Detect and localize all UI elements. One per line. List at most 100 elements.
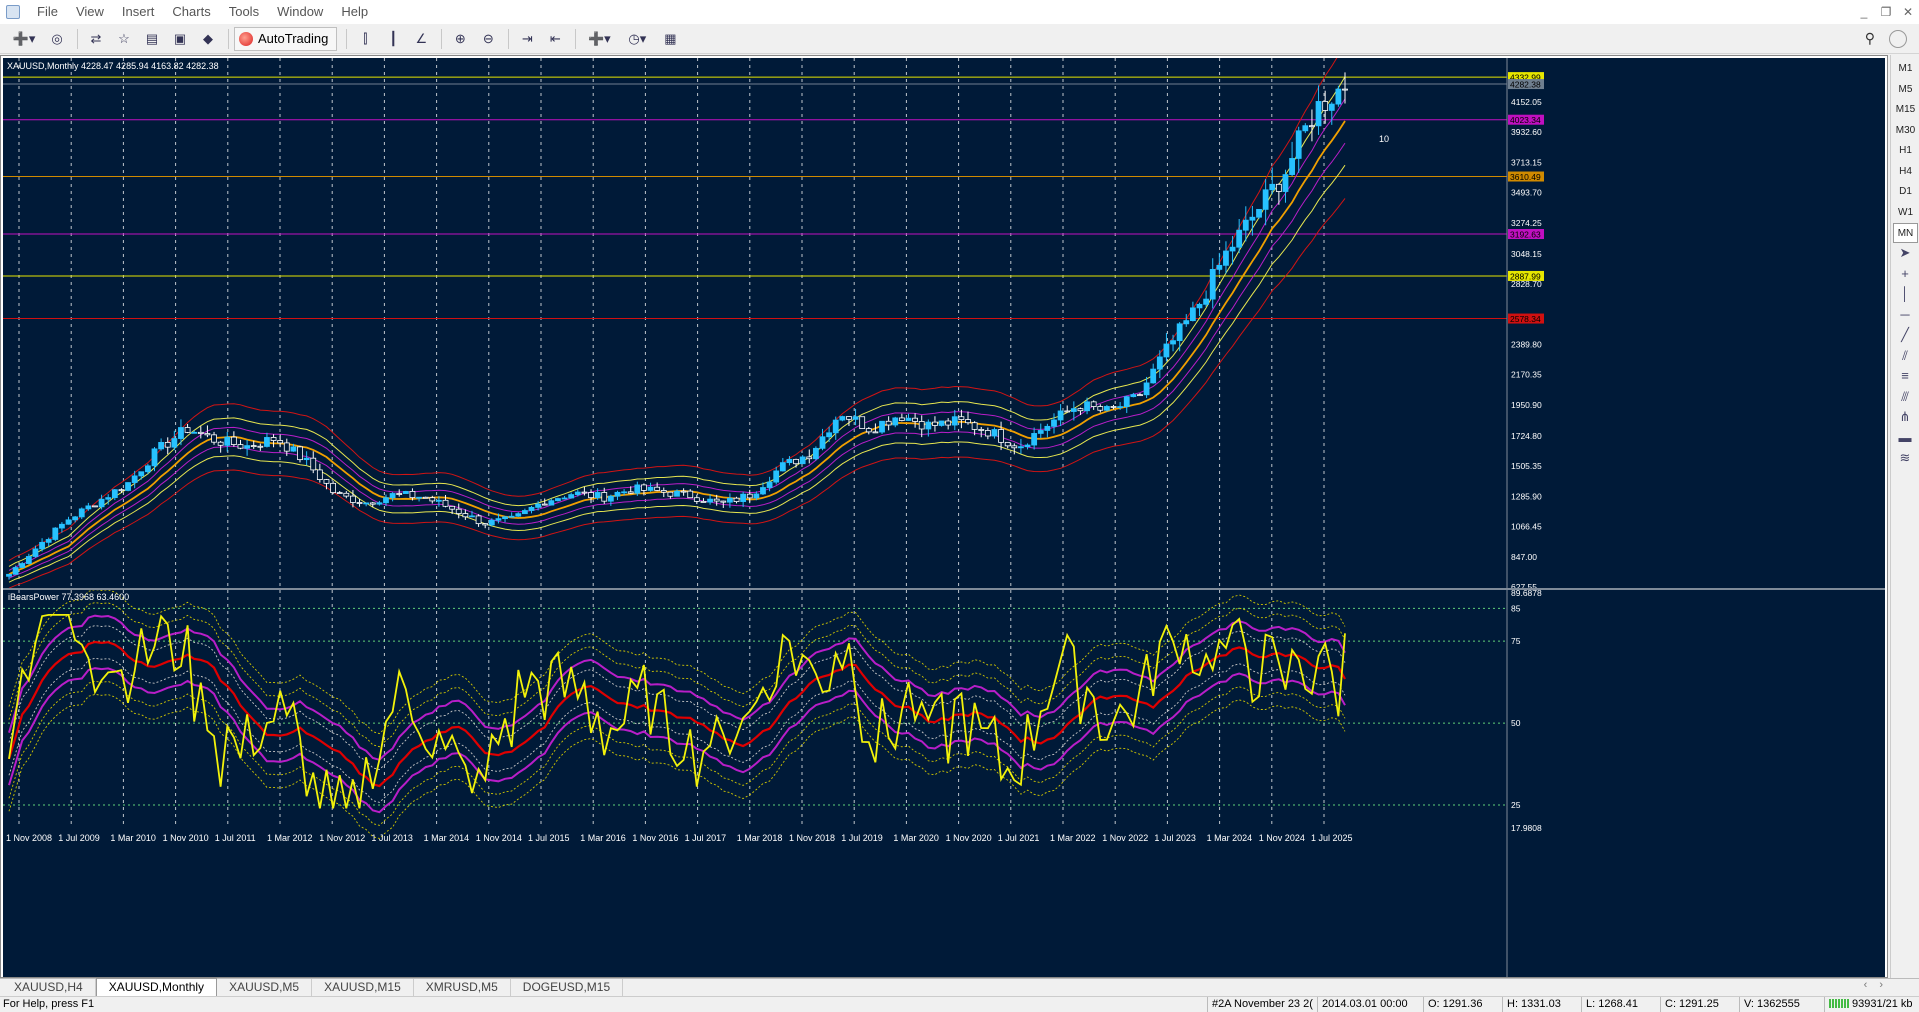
bull-candle xyxy=(1123,396,1130,407)
tab-xauusd-m5[interactable]: XAUUSD,M5 xyxy=(217,979,313,996)
status-close: C: 1291.25 xyxy=(1660,997,1719,1012)
bear-candle xyxy=(693,497,700,502)
time-tick-label: 1 Mar 2018 xyxy=(737,833,783,843)
bear-candle xyxy=(932,421,938,426)
cursor-icon[interactable]: ➤ xyxy=(1899,245,1911,260)
line-chart-icon[interactable]: ∠ xyxy=(415,30,428,46)
bull-candle xyxy=(548,500,555,506)
side-label: 10 xyxy=(1379,134,1389,144)
bull-candle xyxy=(607,495,614,502)
periods-icon[interactable]: ◷▾ xyxy=(628,30,647,46)
indicators-icon[interactable]: ➕▾ xyxy=(587,30,611,46)
status-traffic-value: 93931/21 kb xyxy=(1852,998,1913,1010)
menu-tools[interactable]: Tools xyxy=(228,4,260,19)
period-d1[interactable]: D1 xyxy=(1899,186,1912,197)
bull-candle xyxy=(138,471,145,477)
bear-candle xyxy=(998,429,1004,443)
period-w1[interactable]: W1 xyxy=(1898,206,1913,218)
price-envelopes xyxy=(8,58,1346,589)
autoscroll-icon[interactable]: ⇥ xyxy=(521,30,533,46)
zoom-out-icon[interactable]: ⊖ xyxy=(482,30,494,46)
rectangle-icon[interactable]: ▬ xyxy=(1898,429,1912,445)
channel-icon[interactable]: ⫽ xyxy=(1902,347,1908,363)
time-tick-label: 1 Nov 2008 xyxy=(6,833,52,843)
bull-candle xyxy=(521,510,528,515)
bull-candle xyxy=(508,515,515,518)
candlestick-icon[interactable]: ┃ xyxy=(389,30,398,46)
crosshair-icon[interactable]: + xyxy=(1901,265,1909,281)
menu-charts[interactable]: Charts xyxy=(172,4,211,19)
restore-icon[interactable]: ❐ xyxy=(1880,5,1892,19)
bull-candle xyxy=(1269,183,1276,191)
terminal-icon[interactable]: ▣ xyxy=(173,30,187,46)
horizontal-line-icon[interactable]: ─ xyxy=(1900,306,1910,322)
close-icon[interactable]: ✕ xyxy=(1902,5,1914,19)
tab-xauusd-m15[interactable]: XAUUSD,M15 xyxy=(312,979,414,996)
menu-window[interactable]: Window xyxy=(277,4,324,19)
period-m5[interactable]: M5 xyxy=(1898,83,1913,95)
vertical-line-icon[interactable]: │ xyxy=(1900,286,1910,301)
period-h1[interactable]: H1 xyxy=(1899,145,1912,156)
bull-candle xyxy=(72,516,79,521)
new-chart-icon[interactable]: ➕▾ xyxy=(12,30,36,46)
menu-help[interactable]: Help xyxy=(341,4,369,19)
bull-candle xyxy=(528,506,535,511)
bear-candle xyxy=(429,497,436,502)
period-m1[interactable]: M1 xyxy=(1898,63,1913,74)
bull-candle xyxy=(753,493,760,499)
minimize-icon[interactable]: _ xyxy=(1860,5,1868,19)
bear-candle xyxy=(297,446,303,461)
text-icon[interactable]: ≋ xyxy=(1899,450,1911,465)
bull-candle xyxy=(1209,268,1216,300)
bull-candle xyxy=(191,431,198,434)
bull-candle xyxy=(1328,103,1335,111)
envelope-line xyxy=(8,98,1346,571)
zoom-in-icon[interactable]: ⊕ xyxy=(454,30,466,46)
navigator-icon[interactable]: ▤ xyxy=(145,30,159,46)
chart-window[interactable]: 4332.99 4282.38 4023.34 3610.49 3192.63 2887.… xyxy=(0,55,1888,978)
bear-candle xyxy=(806,456,813,460)
market-watch-icon[interactable]: ⇄ xyxy=(90,30,102,46)
period-m15[interactable]: M15 xyxy=(1895,104,1916,115)
bull-candle xyxy=(502,516,508,520)
tab-scroll-arrows[interactable]: ‹› xyxy=(1863,979,1895,991)
templates-icon[interactable]: ▦ xyxy=(664,30,677,46)
bull-candle xyxy=(303,457,310,461)
community-icon[interactable] xyxy=(1889,30,1907,48)
search-icon[interactable]: ⚲ xyxy=(1864,30,1875,46)
autotrading-button[interactable]: AutoTrading xyxy=(234,26,338,51)
gann-icon[interactable]: ⫻ xyxy=(1901,388,1909,404)
time-axis: 1 Nov 2008 1 Jul 2009 1 Mar 2010 1 Nov 2010… xyxy=(6,833,1353,843)
bar-chart-icon[interactable]: ⫿ xyxy=(363,30,368,46)
price-level-tag xyxy=(1508,229,1544,240)
toolbar-separator xyxy=(508,28,510,49)
bear-candle xyxy=(846,416,852,420)
menu-file[interactable]: File xyxy=(37,4,58,19)
period-h4[interactable]: H4 xyxy=(1899,165,1912,177)
chart-shift-icon[interactable]: ⇤ xyxy=(549,30,561,46)
trendline-icon[interactable]: ╱ xyxy=(1901,327,1909,342)
bull-candle xyxy=(224,436,231,446)
period-m30[interactable]: M30 xyxy=(1895,124,1916,136)
period-toolbar: M1 M5 M15 M30 H1 H4 D1 W1 MN ➤ + │ ─ ╱ ⫽ ≡ ⫻ ⋔ ▬ ≋ xyxy=(1890,55,1919,978)
fibonacci-icon[interactable]: ≡ xyxy=(1901,368,1909,383)
tab-dogeusd-m15[interactable]: DOGEUSD,M15 xyxy=(511,979,624,996)
profiles-icon[interactable]: ◎ xyxy=(51,30,63,46)
chart-tabs: XAUUSD,H4 XAUUSD,Monthly XAUUSD,M5 XAUUS… xyxy=(0,978,1919,996)
strategy-tester-icon[interactable]: ◆ xyxy=(203,30,213,46)
bull-candle xyxy=(98,498,105,508)
bull-candle xyxy=(85,505,92,510)
tab-xauusd-monthly[interactable]: XAUUSD,Monthly xyxy=(95,978,218,996)
period-mn[interactable]: MN xyxy=(1893,223,1918,243)
time-tick-label: 1 Jul 2011 xyxy=(215,833,256,843)
bear-candle xyxy=(912,417,918,422)
data-window-icon[interactable]: ☆ xyxy=(118,30,130,46)
tab-xmrusd-m5[interactable]: XMRUSD,M5 xyxy=(414,979,511,996)
menu-view[interactable]: View xyxy=(75,4,104,19)
tab-xauusd-h4[interactable]: XAUUSD,H4 xyxy=(2,979,96,996)
menu-insert[interactable]: Insert xyxy=(121,4,155,19)
pitchfork-icon[interactable]: ⋔ xyxy=(1899,409,1911,424)
bull-candle xyxy=(12,567,19,575)
